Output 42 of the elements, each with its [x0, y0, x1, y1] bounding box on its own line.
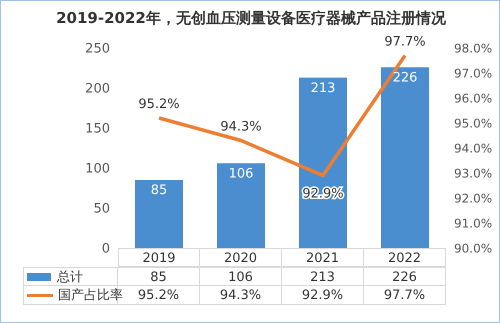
y-tick-label: 100: [85, 162, 110, 177]
text: 213: [310, 80, 336, 96]
y2-tick-label: 92.0%: [454, 191, 492, 206]
legend-label: 国产占比率: [57, 287, 123, 305]
data-label: 92.9%: [282, 286, 364, 305]
y2-tick-label: 95.0%: [454, 116, 492, 130]
y2-tick-label: 91.0%: [454, 216, 492, 230]
y2-tick-label: 98.0%: [454, 41, 492, 56]
bar: [135, 180, 183, 248]
text: 226: [392, 70, 418, 86]
legend-label: 总计: [23, 267, 118, 286]
data-label: 95.2%: [138, 288, 180, 303]
text: 106: [228, 166, 254, 182]
x-tick-label: 2020: [200, 248, 282, 267]
bar: [217, 163, 265, 248]
y-tick-label: 50: [93, 202, 110, 217]
bar: [381, 67, 429, 248]
data-label: 106: [200, 267, 282, 286]
y2-tick-label: 90.0%: [454, 241, 492, 256]
x-tick-label: 2019: [118, 248, 200, 267]
text: 94.3%: [220, 120, 262, 134]
y-tick-label: 0: [102, 242, 110, 257]
data-label: 85: [118, 267, 200, 286]
text: 85: [150, 183, 168, 198]
y2-tick-label: 94.0%: [454, 141, 492, 156]
data-label: 97.7%: [364, 286, 446, 305]
y-tick-label: 250: [85, 42, 110, 57]
text: 97.7%: [384, 34, 426, 50]
chart-title: 2019-2022年，无创血压测量设备医疗器械产品注册情况: [55, 9, 447, 28]
y2-tick-label: 96.0%: [454, 91, 492, 106]
x-tick-label: 2022: [364, 248, 446, 267]
data-label: 213: [282, 267, 364, 286]
y-tick-label: 150: [85, 122, 110, 137]
bar: [299, 78, 347, 248]
data-label: 226: [364, 267, 446, 286]
text: 95.2%: [138, 97, 180, 112]
data-label: 94.3%: [200, 286, 282, 305]
x-tick-label: 2021: [282, 248, 364, 267]
text: 92.9%: [302, 186, 344, 202]
y2-tick-label: 93.0%: [454, 166, 492, 180]
y2-tick-label: 97.0%: [454, 66, 492, 80]
y-tick-label: 200: [85, 82, 110, 97]
